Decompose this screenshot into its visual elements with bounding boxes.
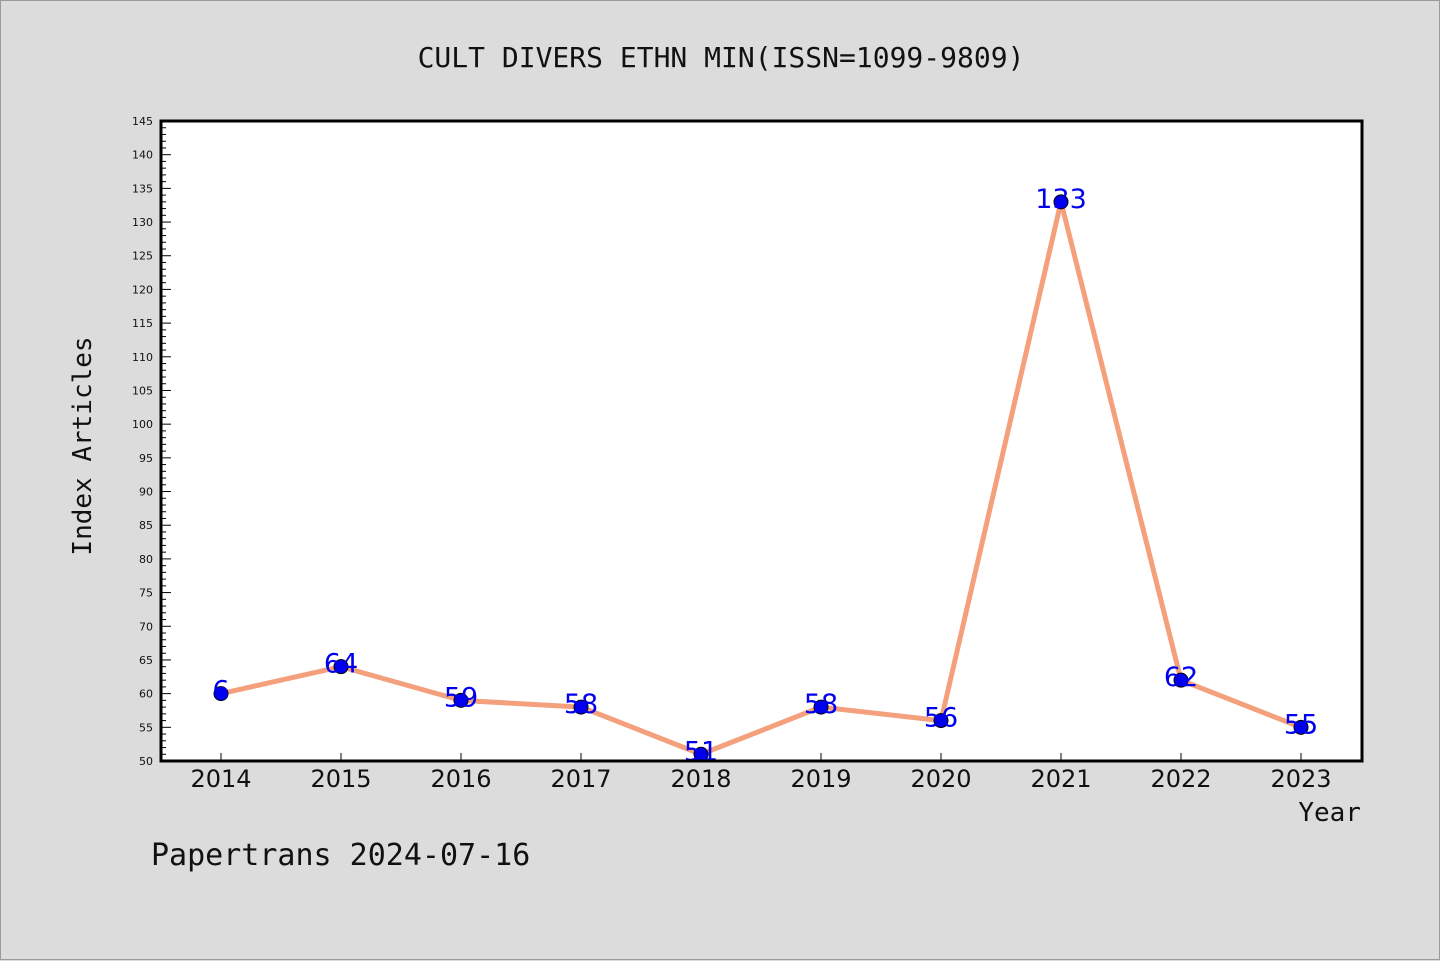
y-tick-label: 125 [132,250,153,263]
y-tick-label: 60 [139,688,153,701]
y-tick-label: 135 [132,182,153,195]
y-tick-label: 80 [139,553,153,566]
data-label: 58 [804,689,838,720]
y-tick-label: 50 [139,755,153,768]
data-label: 133 [1035,184,1087,215]
y-tick-label: 130 [132,216,153,229]
y-tick-label: 110 [132,351,153,364]
plot-border [159,119,1364,763]
y-tick-label: 85 [139,519,153,532]
x-axis-ticks: 2014 2015 2016 2017 2018 2019 2020 2021 2022 2023 [190,753,1332,793]
data-point [1293,719,1309,735]
x-tick-label: 2016 [430,765,491,793]
y-axis-ticks: 50 55 60 65 70 75 80 85 90 95 100 105 110 115 120 125 13… [132,115,171,768]
y-tick-label: 115 [132,317,153,330]
data-label: 62 [1164,662,1198,693]
data-point [1173,672,1189,688]
footer-text: Papertrans 2024-07-16 [151,838,530,873]
x-axis-label: Year [1298,798,1361,828]
y-tick-label: 70 [139,620,153,633]
data-label: 55 [1284,709,1318,740]
data-point [573,699,589,715]
data-point [933,713,949,729]
x-tick-label: 2018 [670,765,731,793]
y-tick-label: 90 [139,486,153,499]
data-label: 6 [212,676,229,707]
data-point [453,692,469,708]
y-axis-label: Index Articles [68,336,98,555]
data-points [213,194,1309,762]
y-tick-label: 55 [139,721,153,734]
data-label: 56 [924,703,958,734]
plot-area [161,121,1362,761]
data-label: 51 [684,736,718,767]
x-tick-label: 2021 [1030,765,1091,793]
x-tick-label: 2014 [190,765,251,793]
chart-title: CULT DIVERS ETHN MIN(ISSN=1099-9809) [418,41,1025,74]
x-tick-label: 2022 [1150,765,1211,793]
data-label: 64 [324,649,358,680]
data-point [1053,194,1069,210]
y-tick-label: 75 [139,587,153,600]
data-point [213,686,229,702]
x-tick-label: 2020 [910,765,971,793]
y-tick-label: 65 [139,654,153,667]
series-line [220,199,1302,757]
data-label: 58 [564,689,598,720]
y-tick-label: 105 [132,384,153,397]
x-tick-label: 2017 [550,765,611,793]
y-tick-label: 100 [132,418,153,431]
y-tick-label: 140 [132,149,153,162]
y-tick-label: 145 [132,115,153,128]
y-tick-label: 95 [139,452,153,465]
x-tick-label: 2019 [790,765,851,793]
x-tick-label: 2015 [310,765,371,793]
x-tick-label: 2023 [1270,765,1331,793]
data-label: 59 [444,682,478,713]
data-point [813,699,829,715]
data-point [333,659,349,675]
y-tick-label: 120 [132,283,153,296]
